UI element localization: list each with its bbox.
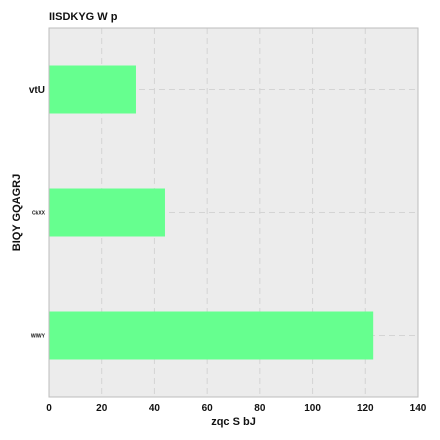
bar-CkXX — [49, 188, 165, 237]
x-tick-label: 80 — [254, 403, 266, 414]
bars — [49, 65, 374, 360]
x-tick-label: 0 — [46, 403, 52, 414]
x-tick-label: 60 — [202, 403, 214, 414]
x-axis-label: zqc S bJ — [211, 416, 256, 428]
x-tick-label: 140 — [410, 403, 427, 414]
x-tick-label: 20 — [96, 403, 108, 414]
y-axis-label: BIQY GQAGRJ — [11, 174, 23, 251]
x-tick-label: 120 — [357, 403, 374, 414]
plot-frame — [48, 27, 419, 398]
bar-WIWY — [49, 311, 374, 360]
x-tick-label: 40 — [149, 403, 161, 414]
y-tick-label: vtU — [29, 85, 45, 96]
bar-vtU — [49, 65, 136, 114]
x-axis-ticks: 0 20 40 60 80 100 120 140 — [46, 403, 427, 414]
y-tick-label: WIWY — [31, 333, 46, 339]
y-tick-label: CkXX — [32, 210, 46, 216]
x-tick-label: 100 — [304, 403, 321, 414]
chart-title: IISDKYG W p — [49, 11, 118, 23]
y-axis-ticks: vtU CkXX WIWY — [29, 85, 46, 339]
